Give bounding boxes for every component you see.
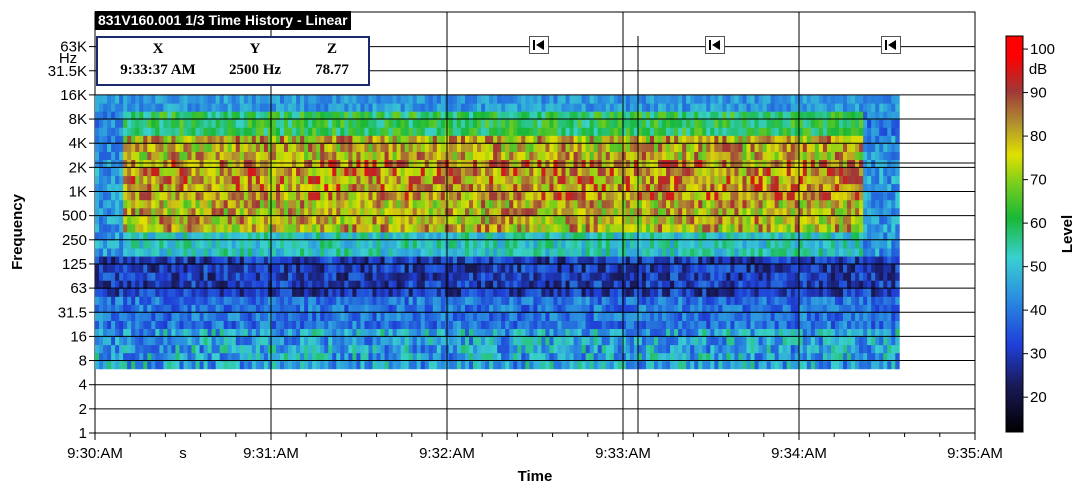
- x-unit-label: s: [179, 445, 187, 462]
- cursor-x-value: 9:33:37 AM: [120, 62, 196, 78]
- heatmap-cells: [95, 95, 900, 370]
- y-tick-label: 500: [62, 208, 87, 225]
- marker-2-icon[interactable]: [705, 36, 725, 54]
- colorbar-tick-label: 90: [1030, 85, 1047, 102]
- marker-3-icon[interactable]: [881, 36, 901, 54]
- x-axis-ticks: 9:30:AM 9:31:AM 9:32:AM 9:33:AM 9:34:AM 9:35:…: [67, 433, 1003, 462]
- y-tick-label: 1K: [69, 184, 87, 201]
- colorbar-ticks: 20 30 40 50 60 70 80 90 100: [1023, 41, 1055, 406]
- y-axis-title: Frequency: [9, 193, 26, 270]
- colorbar-tick-label: 30: [1030, 346, 1047, 363]
- y-tick-label: 8K: [69, 111, 87, 128]
- y-tick-label: 8: [79, 353, 87, 370]
- colorbar-tick-label: 20: [1030, 389, 1047, 406]
- x-tick-label: 9:34:AM: [771, 445, 827, 462]
- chart-title: 831V160.001 1/3 Time History - Linear: [95, 11, 351, 30]
- y-tick-label: 31.5: [58, 304, 87, 321]
- y-tick-label: 2: [79, 401, 87, 418]
- x-tick-label: 9:35:AM: [947, 445, 1003, 462]
- x-axis-title: Time: [518, 468, 553, 485]
- colorbar-tick-label: 60: [1030, 215, 1047, 232]
- cursor-z-header: Z: [326, 41, 337, 57]
- colorbar-tick-label: 100: [1030, 41, 1055, 58]
- colorbar-tick-label: 70: [1030, 172, 1047, 189]
- y-tick-label: 125: [62, 256, 87, 273]
- colorbar-tick-label: 40: [1030, 302, 1047, 319]
- cursor-readout[interactable]: X Y Z 9:33:37 AM 2500 Hz 78.77: [96, 36, 370, 86]
- y-tick-label: 31.5K: [48, 63, 87, 80]
- y-tick-label: 63K: [60, 39, 87, 56]
- cursor-y-value: 2500 Hz: [228, 62, 282, 78]
- colorbar: [1005, 35, 1024, 433]
- y-tick-label: 250: [62, 232, 87, 249]
- y-tick-label: 1: [79, 425, 87, 442]
- y-tick-label: 4: [79, 377, 87, 394]
- y-tick-label: 63: [70, 280, 87, 297]
- y-tick-label: 4K: [69, 135, 87, 152]
- marker-1-icon[interactable]: [529, 36, 549, 54]
- x-tick-label: 9:30:AM: [67, 445, 123, 462]
- cursor-x-header: X: [152, 41, 164, 57]
- colorbar-tick-label: 50: [1030, 259, 1047, 276]
- x-tick-label: 9:32:AM: [419, 445, 475, 462]
- colorbar-unit: dB: [1029, 61, 1047, 78]
- x-tick-label: 9:33:AM: [595, 445, 651, 462]
- cursor-y-header: Y: [249, 41, 261, 57]
- y-tick-label: 16: [70, 328, 87, 345]
- y-axis-ticks: 1 2 4 8 16 31.5 63 125 250 500 1K 2K 4K 8K 16K 31.5K 63K: [48, 39, 95, 442]
- colorbar-tick-label: 80: [1030, 128, 1047, 145]
- y-tick-label: 16K: [60, 87, 87, 104]
- colorbar-title: Level: [1059, 215, 1076, 253]
- grid-lines: [95, 12, 975, 433]
- y-unit-label: Hz: [59, 50, 77, 67]
- cursor-z-value: 78.77: [315, 62, 349, 78]
- y-tick-label: 2K: [69, 159, 87, 176]
- x-tick-label: 9:31:AM: [243, 445, 299, 462]
